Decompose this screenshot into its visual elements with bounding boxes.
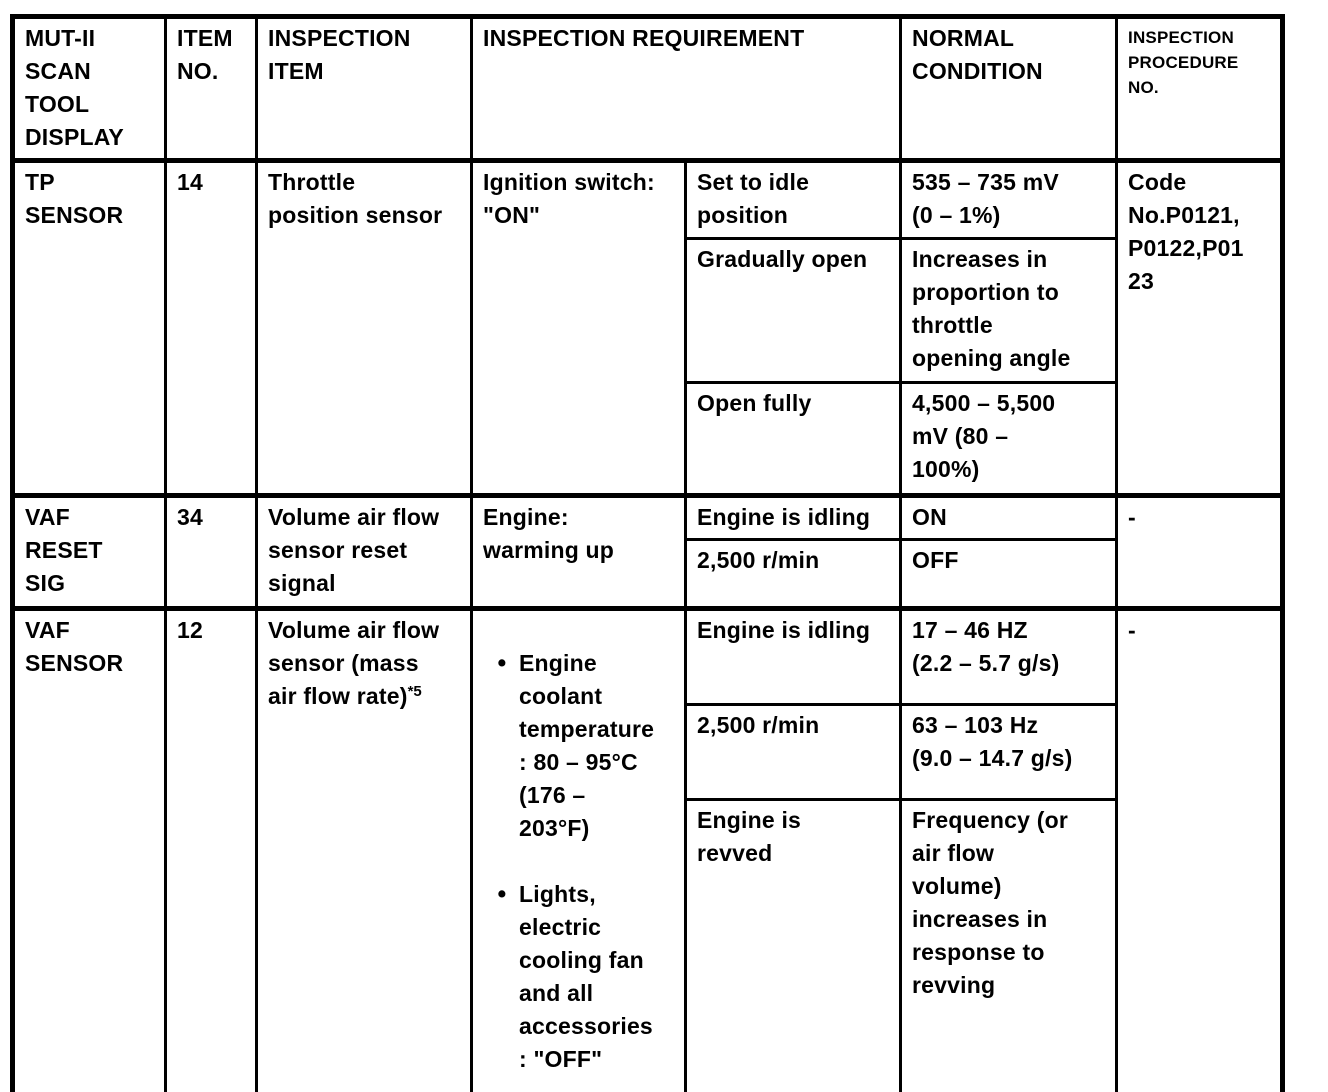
cell-normal-condition: 535 – 735 mV (0 – 1%) — [899, 159, 1119, 240]
cell-inspection-requirement-list: Engine coolant temperature : 80 – 95°C (… — [470, 606, 687, 1092]
cell-scan-tool-display: TP SENSOR — [11, 159, 167, 497]
table-subrow: 2,500 r/min 63 – 103 Hz (9.0 – 14.7 g/s) — [13, 703, 1283, 802]
header-scan-tool-display: MUT-II SCAN TOOL DISPLAY — [11, 15, 167, 163]
cell-inspection-item: Throttle position sensor — [255, 159, 473, 497]
list-item-text: Engine coolant temperature : 80 – 95°C (… — [519, 650, 655, 841]
cell-condition: Set to idle position — [683, 159, 903, 240]
cell-item-no: 12 — [164, 606, 258, 1092]
cell-normal-condition: 17 – 46 HZ (2.2 – 5.7 g/s) — [899, 605, 1119, 707]
cell-condition: 2,500 r/min — [683, 538, 903, 610]
table-subrow: Open fully 4,500 – 5,500 mV (80 – 100%) — [13, 381, 1283, 497]
cell-condition: 2,500 r/min — [683, 703, 903, 802]
table-subrow: Gradually open Increases in proportion t… — [13, 237, 1283, 384]
cell-item-no: 34 — [164, 493, 258, 610]
cell-normal-condition: ON — [899, 493, 1119, 541]
cell-condition: Engine is revved — [683, 798, 903, 1092]
cell-inspection-item: Volume air flow sensor (mass air flow ra… — [255, 606, 473, 1092]
cell-normal-condition: OFF — [899, 538, 1119, 610]
cell-normal-condition: 63 – 103 Hz (9.0 – 14.7 g/s) — [899, 703, 1119, 802]
table-subrow: Engine is revved Frequency (or air flow … — [13, 798, 1283, 1092]
cell-scan-tool-display: VAF RESET SIG — [11, 493, 167, 610]
header-row: MUT-II SCAN TOOL DISPLAY ITEM NO. INSPEC… — [11, 15, 1285, 163]
cell-inspection-requirement: Engine: warming up — [470, 493, 687, 610]
table-subrow: 2,500 r/min OFF — [13, 538, 1283, 610]
header-inspection-requirement: INSPECTION REQUIREMENT — [469, 15, 903, 163]
mut-ii-data-list-table: MUT-II SCAN TOOL DISPLAY ITEM NO. INSPEC… — [10, 14, 1286, 1092]
cell-normal-condition: 4,500 – 5,500 mV (80 – 100%) — [899, 381, 1119, 497]
list-item: Engine coolant temperature : 80 – 95°C (… — [485, 647, 676, 845]
cell-inspection-requirement: Ignition switch: "ON" — [470, 159, 687, 497]
cell-condition: Engine is idling — [683, 605, 903, 707]
table-row-vaf-sensor: VAF SENSOR 12 Volume air flow sensor (ma… — [11, 605, 1285, 1092]
cell-normal-condition: Increases in proportion to throttle open… — [899, 237, 1119, 384]
cell-condition: Engine is idling — [683, 493, 903, 541]
header-inspection-item: INSPECTION ITEM — [255, 15, 473, 163]
cell-condition: Open fully — [683, 381, 903, 497]
cell-procedure-no: Code No.P0121, P0122,P01 23 — [1115, 159, 1285, 497]
cell-normal-condition: Frequency (or air flow volume) increases… — [899, 798, 1119, 1092]
list-item-text: Lights, electric cooling fan and all acc… — [519, 881, 653, 1072]
list-item: Lights, electric cooling fan and all acc… — [485, 878, 676, 1076]
table-row-tp-sensor: TP SENSOR 14 Throttle position sensor Ig… — [11, 159, 1285, 497]
footnote-marker: *5 — [407, 683, 422, 700]
cell-procedure-no: - — [1115, 493, 1285, 610]
cell-inspection-item: Volume air flow sensor reset signal — [255, 493, 473, 610]
header-normal-condition: NORMAL CONDITION — [899, 15, 1119, 163]
cell-scan-tool-display: VAF SENSOR — [11, 606, 167, 1092]
inspection-item-text: Volume air flow sensor (mass air flow ra… — [268, 617, 440, 709]
cell-item-no: 14 — [164, 159, 258, 497]
header-item-no: ITEM NO. — [164, 15, 258, 163]
cell-procedure-no: - — [1115, 606, 1285, 1092]
cell-condition: Gradually open — [683, 237, 903, 384]
table-row-vaf-reset-sig: VAF RESET SIG 34 Volume air flow sensor … — [11, 493, 1285, 610]
header-inspection-procedure-no: INSPECTION PROCEDURE NO. — [1115, 15, 1285, 163]
